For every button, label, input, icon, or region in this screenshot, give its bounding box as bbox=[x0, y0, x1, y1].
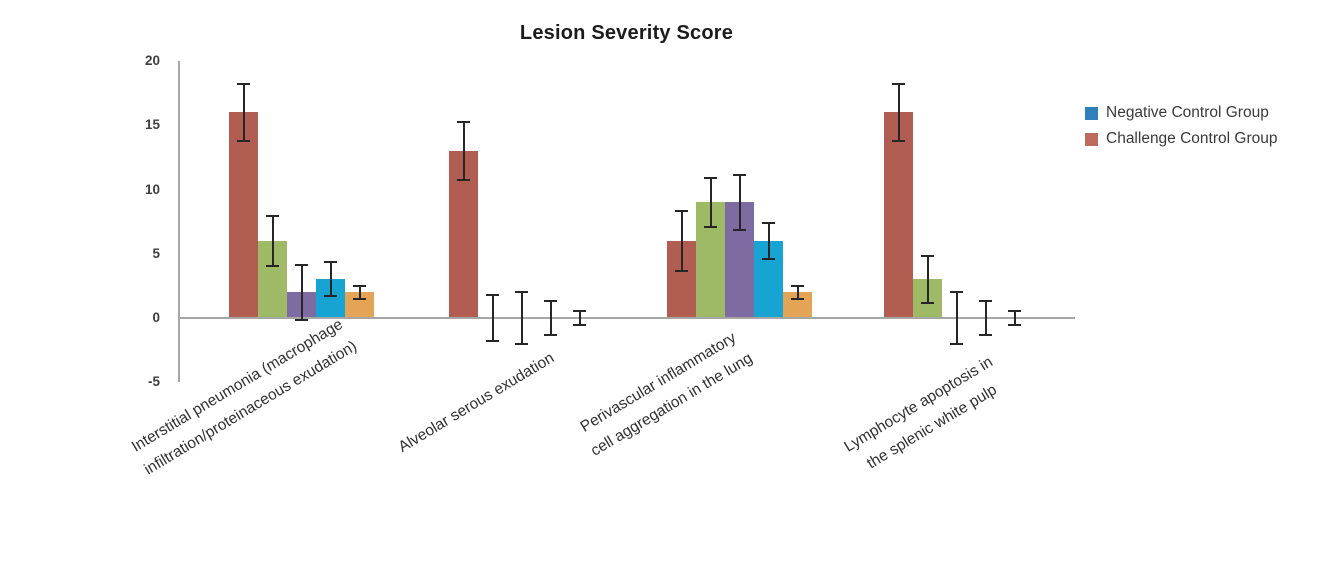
error-bar-series2-cat1 bbox=[271, 215, 274, 267]
error-bar-series2-cat4 bbox=[926, 255, 929, 304]
error-bar-series2-cat3-cap-bottom bbox=[704, 226, 717, 229]
error-bar-series2-cat4-cap-bottom bbox=[921, 301, 934, 304]
x-category-label-3: Perivascular inflammatory cell aggregatio… bbox=[572, 324, 758, 464]
legend-label: Negative Control Group bbox=[1106, 104, 1269, 121]
legend-item: Negative Control Group bbox=[1085, 100, 1277, 126]
y-tick-label: 20 bbox=[144, 53, 160, 68]
error-bar-series1-cat2-cap-bottom bbox=[457, 178, 470, 181]
error-bar-series5-cat1 bbox=[358, 284, 361, 300]
error-bar-series1-cat4 bbox=[897, 82, 900, 142]
y-axis-line bbox=[178, 61, 180, 382]
error-bar-series3-cat4-cap-bottom bbox=[950, 342, 963, 345]
error-bar-series3-cat3 bbox=[738, 174, 741, 231]
error-bar-series4-cat3 bbox=[767, 221, 770, 261]
error-bar-series5-cat2 bbox=[578, 310, 581, 326]
x-axis-line bbox=[178, 317, 1075, 319]
error-bar-series1-cat4-cap-bottom bbox=[892, 139, 905, 142]
error-bar-series5-cat4-cap-top bbox=[1008, 310, 1021, 313]
error-bar-series5-cat3-cap-top bbox=[791, 284, 804, 287]
error-bar-series3-cat1-cap-bottom bbox=[295, 318, 308, 321]
error-bar-series3-cat3-cap-bottom bbox=[733, 228, 746, 231]
x-category-label-2: Alveolar serous exudation bbox=[393, 346, 559, 460]
error-bar-series1-cat4-cap-top bbox=[892, 82, 905, 85]
y-tick-label: 15 bbox=[144, 117, 160, 133]
x-category-label-line: Alveolar serous exudation bbox=[395, 349, 557, 456]
error-bar-series3-cat2-cap-top bbox=[515, 291, 528, 293]
error-bar-series4-cat2-cap-bottom bbox=[544, 333, 557, 336]
error-bar-series2-cat1-cap-top bbox=[266, 215, 279, 218]
error-bar-series2-cat3 bbox=[709, 176, 712, 229]
legend-label: Challenge Control Group bbox=[1106, 130, 1278, 147]
error-bar-series3-cat2-cap-bottom bbox=[515, 342, 528, 345]
error-bar-series1-cat1-cap-top bbox=[237, 82, 250, 85]
error-bar-series1-cat1-cap-bottom bbox=[237, 139, 250, 142]
error-bar-series2-cat3-cap-top bbox=[704, 176, 717, 179]
error-bar-series1-cat3-cap-top bbox=[675, 210, 688, 213]
error-bar-series1-cat3 bbox=[680, 210, 683, 272]
error-bar-series5-cat2-cap-top bbox=[573, 310, 586, 313]
error-bar-series2-cat2-cap-bottom bbox=[486, 340, 499, 343]
error-bar-series2-cat4-cap-top bbox=[921, 255, 934, 258]
error-bar-series2-cat2-cap-top bbox=[486, 293, 499, 296]
error-bar-series1-cat2 bbox=[462, 121, 465, 181]
x-category-label-4: Lymphocyte apoptosis in the splenic white… bbox=[839, 350, 1012, 482]
error-bar-series5-cat4 bbox=[1013, 310, 1016, 326]
error-bar-series3-cat4 bbox=[955, 291, 958, 345]
error-bar-series5-cat1-cap-top bbox=[353, 284, 366, 287]
error-bar-series4-cat2 bbox=[549, 300, 552, 336]
error-bar-series1-cat2-cap-top bbox=[457, 121, 470, 124]
error-bar-series4-cat1-cap-bottom bbox=[324, 295, 337, 298]
error-bar-series4-cat1-cap-top bbox=[324, 261, 337, 264]
y-tick-label: -5 bbox=[147, 374, 160, 390]
error-bar-series3-cat2 bbox=[520, 291, 523, 345]
error-bar-series3-cat1 bbox=[300, 264, 303, 321]
error-bar-series4-cat4 bbox=[984, 300, 987, 336]
error-bar-series5-cat3-cap-bottom bbox=[791, 298, 804, 300]
error-bar-series4-cat3-cap-bottom bbox=[762, 258, 775, 261]
legend: Negative Control Group Challenge Control … bbox=[1085, 100, 1277, 152]
x-category-label-1: Interstitial pneumonia (macrophage infilt… bbox=[126, 312, 363, 483]
error-bar-series1-cat3-cap-bottom bbox=[675, 269, 688, 272]
error-bar-series5-cat3 bbox=[796, 284, 799, 300]
error-bar-series2-cat1-cap-bottom bbox=[266, 264, 279, 267]
bar-series1-cat1 bbox=[229, 112, 258, 318]
legend-swatch-icon bbox=[1085, 106, 1098, 120]
y-tick-label: 0 bbox=[152, 310, 160, 325]
error-bar-series4-cat1 bbox=[329, 261, 332, 298]
legend-item: Challenge Control Group bbox=[1085, 126, 1277, 152]
error-bar-series5-cat2-cap-bottom bbox=[573, 323, 586, 326]
error-bar-series4-cat4-cap-bottom bbox=[979, 333, 992, 336]
legend-swatch-icon bbox=[1085, 132, 1098, 146]
error-bar-series3-cat1-cap-top bbox=[295, 264, 308, 267]
error-bar-series2-cat2 bbox=[491, 293, 494, 343]
error-bar-series5-cat4-cap-bottom bbox=[1008, 323, 1021, 326]
error-bar-series4-cat2-cap-top bbox=[544, 300, 557, 302]
error-bar-series1-cat1 bbox=[242, 82, 245, 142]
error-bar-series3-cat3-cap-top bbox=[733, 174, 746, 177]
error-bar-series4-cat4-cap-top bbox=[979, 300, 992, 302]
error-bar-series4-cat3-cap-top bbox=[762, 221, 775, 224]
bar-series1-cat4 bbox=[884, 112, 913, 318]
error-bar-series3-cat4-cap-top bbox=[950, 291, 963, 293]
error-bar-series5-cat1-cap-bottom bbox=[353, 298, 366, 300]
y-tick-label: 5 bbox=[152, 245, 160, 261]
chart-title: Lesion Severity Score bbox=[519, 22, 734, 44]
y-tick-label: 10 bbox=[144, 181, 160, 197]
